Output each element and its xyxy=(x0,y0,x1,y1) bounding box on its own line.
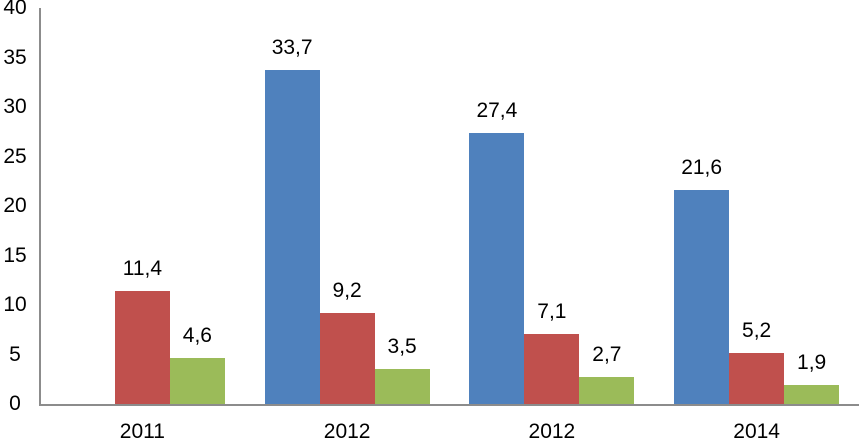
bar-value-label: 9,2 xyxy=(332,278,362,302)
bar-value-label: 1,9 xyxy=(797,351,827,375)
bar-value-label: 3,5 xyxy=(387,335,417,359)
y-axis-tick-label: 0 xyxy=(9,392,21,415)
bar-value-label: 7,1 xyxy=(537,299,567,323)
y-axis-tick-label: 20 xyxy=(3,194,27,217)
bar-red-series-2011 xyxy=(114,291,170,404)
y-axis-tick-label: 25 xyxy=(3,144,27,168)
bar-blue-series-2014 xyxy=(674,190,730,404)
bar-red-series-2012 xyxy=(524,333,580,404)
bar-value-label: 2,7 xyxy=(592,343,622,367)
bar-value-label: 4,6 xyxy=(182,324,212,348)
bar-value-label: 11,4 xyxy=(122,257,163,281)
y-axis-tick-label: 5 xyxy=(9,342,21,366)
y-axis-tick-label: 15 xyxy=(3,243,27,267)
y-axis-tick-label: 40 xyxy=(3,0,27,19)
y-axis-tick-label: 10 xyxy=(3,293,27,316)
bar-green-series-2012 xyxy=(374,369,430,404)
y-axis-tick-label: 35 xyxy=(3,45,27,69)
bar-value-label: 27,4 xyxy=(476,98,518,122)
x-axis-label: 2012 xyxy=(323,420,371,441)
x-axis-label: 2012 xyxy=(528,420,576,441)
bar-value-label: 33,7 xyxy=(271,36,313,60)
y-axis-tick-label: 30 xyxy=(3,95,27,118)
bar-blue-series-2012 xyxy=(469,132,525,404)
y-axis-line xyxy=(39,8,41,406)
bar-green-series-2014 xyxy=(784,385,840,404)
bar-blue-series-2012 xyxy=(264,70,320,404)
bar-value-label: 21,6 xyxy=(681,156,723,180)
x-axis-label: 2014 xyxy=(733,420,780,441)
bar-green-series-2011 xyxy=(169,358,225,404)
bar-red-series-2014 xyxy=(729,352,785,404)
x-axis-label: 2011 xyxy=(119,420,165,441)
x-axis-line xyxy=(39,404,859,406)
bar-green-series-2012 xyxy=(579,377,635,404)
bar-value-label: 5,2 xyxy=(742,318,772,342)
bar-red-series-2012 xyxy=(319,312,375,404)
